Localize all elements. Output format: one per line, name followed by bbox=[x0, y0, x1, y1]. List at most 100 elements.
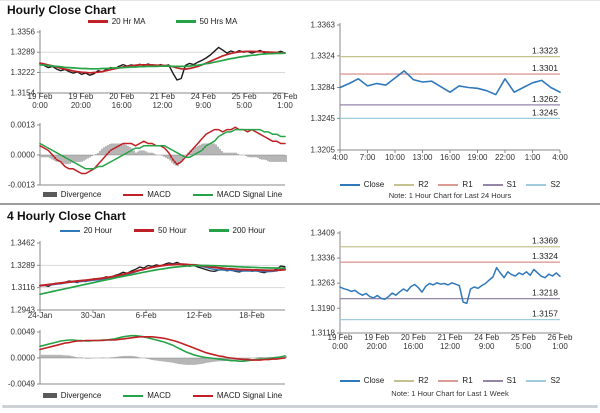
svg-text:1.3245: 1.3245 bbox=[532, 107, 558, 117]
legend-line-swatch bbox=[339, 379, 360, 382]
svg-text:1.3262: 1.3262 bbox=[532, 94, 558, 104]
svg-text:16:00: 16:00 bbox=[440, 153, 461, 162]
legend-line-swatch bbox=[482, 183, 503, 186]
svg-text:0:00: 0:00 bbox=[332, 342, 348, 351]
svg-text:1.3324: 1.3324 bbox=[532, 251, 558, 261]
svg-text:0.0013: 0.0013 bbox=[11, 121, 36, 130]
legend-label: 200 Hour bbox=[232, 226, 266, 235]
legend-line-swatch bbox=[87, 20, 108, 23]
svg-text:1.3154: 1.3154 bbox=[11, 89, 36, 98]
four-hourly-macd-legend: Divergence MACD MACD Signal Line bbox=[40, 391, 285, 400]
svg-text:9:00: 9:00 bbox=[196, 101, 212, 110]
legend-item-s1: S1 bbox=[482, 180, 517, 189]
svg-text:1.3363: 1.3363 bbox=[311, 21, 336, 30]
legend-label: S2 bbox=[550, 180, 561, 189]
legend-item-close: Close bbox=[339, 180, 385, 189]
svg-text:7:00: 7:00 bbox=[360, 153, 376, 162]
legend-line-swatch bbox=[438, 183, 459, 186]
svg-text:19:00: 19:00 bbox=[467, 153, 488, 162]
legend-item-macd: MACD bbox=[123, 190, 171, 199]
svg-text:-0.0013: -0.0013 bbox=[8, 181, 36, 190]
svg-text:1.3218: 1.3218 bbox=[532, 288, 558, 298]
legend-label: S2 bbox=[550, 376, 561, 385]
svg-text:13:00: 13:00 bbox=[412, 153, 433, 162]
svg-text:1.3323: 1.3323 bbox=[532, 46, 558, 56]
bottom-divider bbox=[2, 405, 598, 408]
svg-text:0.0000: 0.0000 bbox=[11, 151, 36, 160]
legend-label: Divergence bbox=[60, 190, 102, 199]
svg-text:1.3205: 1.3205 bbox=[311, 146, 336, 155]
legend-item-s2: S2 bbox=[526, 180, 560, 189]
legend-label: MACD Signal Line bbox=[216, 391, 283, 400]
svg-text:26 Feb: 26 Feb bbox=[548, 333, 573, 342]
legend-item-r1: R1 bbox=[438, 180, 473, 189]
svg-text:9:00: 9:00 bbox=[479, 342, 495, 351]
legend-item-macd-signal-line: MACD Signal Line bbox=[192, 190, 283, 199]
svg-text:19 Feb: 19 Feb bbox=[68, 92, 93, 101]
svg-text:1:00: 1:00 bbox=[525, 153, 541, 162]
svg-text:4:00: 4:00 bbox=[332, 153, 348, 162]
svg-text:24-Jan: 24-Jan bbox=[28, 311, 52, 320]
svg-text:1.3336: 1.3336 bbox=[311, 254, 336, 263]
legend-item-50-hour: 50 Hour bbox=[134, 226, 187, 235]
svg-text:1.3289: 1.3289 bbox=[11, 261, 36, 270]
svg-text:24 Feb: 24 Feb bbox=[474, 333, 499, 342]
legend-label: MACD Signal Line bbox=[216, 190, 283, 199]
svg-text:4:00: 4:00 bbox=[552, 153, 568, 162]
legend-label: S1 bbox=[506, 180, 517, 189]
svg-text:1:00: 1:00 bbox=[277, 101, 293, 110]
svg-text:12:00: 12:00 bbox=[152, 101, 173, 110]
svg-text:1.3245: 1.3245 bbox=[311, 114, 336, 123]
svg-text:1:00: 1:00 bbox=[552, 342, 568, 351]
svg-text:16:00: 16:00 bbox=[403, 342, 424, 351]
hourly-macd-chart: 0.0013 0.0000 -0.0013 bbox=[8, 121, 287, 190]
svg-text:1.3462: 1.3462 bbox=[11, 239, 36, 248]
legend-label: R1 bbox=[462, 180, 473, 189]
svg-text:1.3118: 1.3118 bbox=[311, 329, 335, 338]
svg-text:1.3190: 1.3190 bbox=[311, 304, 336, 313]
svg-text:24 Feb: 24 Feb bbox=[191, 92, 216, 101]
svg-text:1.3116: 1.3116 bbox=[11, 283, 35, 292]
legend-label: S1 bbox=[506, 376, 517, 385]
legend-label: R1 bbox=[462, 376, 473, 385]
svg-text:25 Feb: 25 Feb bbox=[511, 333, 536, 342]
legend-line-swatch bbox=[482, 379, 503, 382]
legend-label: 20 Hr MA bbox=[111, 17, 146, 26]
legend-label: 50 Hour bbox=[158, 226, 187, 235]
week-pivot-note: Note: 1 Hour Chart for Last 1 Week bbox=[391, 389, 509, 398]
legend-item-50-hrs-ma: 50 Hrs MA bbox=[175, 17, 237, 26]
legend-line-swatch bbox=[59, 229, 80, 232]
svg-text:10:00: 10:00 bbox=[385, 153, 406, 162]
svg-text:26 Feb: 26 Feb bbox=[273, 92, 298, 101]
legend-item-divergence: Divergence bbox=[42, 190, 102, 199]
svg-text:0.0049: 0.0049 bbox=[11, 328, 36, 337]
legend-line-swatch bbox=[175, 20, 196, 23]
legend-line-swatch bbox=[123, 193, 144, 196]
svg-text:1.3263: 1.3263 bbox=[311, 279, 336, 288]
legend-line-swatch bbox=[526, 183, 547, 186]
svg-text:22:00: 22:00 bbox=[495, 153, 516, 162]
svg-text:1.3409: 1.3409 bbox=[311, 229, 336, 238]
four-hourly-ma-legend: 20 Hour 50 Hour 200 Hour bbox=[40, 226, 285, 235]
day-pivot-note: Note: 1 Hour Chart for Last 24 Hours bbox=[388, 191, 512, 200]
svg-text:19 Feb: 19 Feb bbox=[328, 333, 353, 342]
svg-text:6-Feb: 6-Feb bbox=[136, 311, 157, 320]
legend-line-swatch bbox=[394, 379, 415, 382]
svg-text:20 Feb: 20 Feb bbox=[401, 333, 426, 342]
legend-bar-swatch bbox=[42, 393, 57, 398]
svg-text:0:00: 0:00 bbox=[32, 101, 48, 110]
legend-item-20-hour: 20 Hour bbox=[59, 226, 112, 235]
legend-item-r2: R2 bbox=[394, 376, 428, 385]
legend-label: Close bbox=[363, 180, 385, 189]
hourly-ma-legend: 20 Hr MA 50 Hrs MA bbox=[40, 17, 285, 26]
svg-text:25 Feb: 25 Feb bbox=[232, 92, 257, 101]
four-hourly-section-title: 4 Hourly Close Chart bbox=[7, 209, 126, 223]
legend-line-swatch bbox=[339, 183, 360, 186]
legend-label: MACD bbox=[147, 391, 171, 400]
legend-item-macd-signal-line: MACD Signal Line bbox=[192, 391, 283, 400]
svg-text:1.3356: 1.3356 bbox=[11, 28, 36, 37]
legend-line-swatch bbox=[208, 229, 229, 232]
svg-text:1.2943: 1.2943 bbox=[11, 306, 36, 315]
